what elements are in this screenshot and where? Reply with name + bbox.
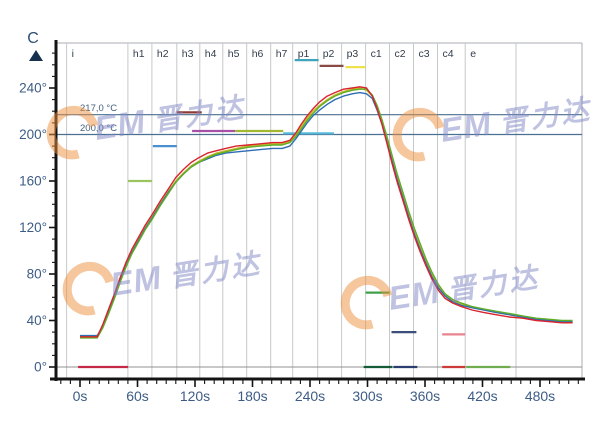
x-tick-label: 420s	[467, 388, 497, 404]
reference-line-label: 200,0 °C	[80, 123, 117, 134]
zone-label-h7: h7	[276, 48, 288, 60]
reference-line-label: 217,0 °C	[80, 103, 117, 114]
zone-label-p2: p2	[323, 48, 335, 60]
y-tick-label: 200°	[19, 127, 47, 142]
axes	[50, 40, 585, 381]
y-tick-label: 40°	[27, 313, 47, 328]
axis-marker-triangle	[29, 50, 43, 61]
plot-border	[57, 42, 583, 378]
x-tick-label: 240s	[295, 388, 325, 404]
x-tick-label: 180s	[237, 388, 267, 404]
zone-label-h4: h4	[205, 48, 217, 60]
y-tick-label: 160°	[19, 174, 47, 189]
zone-label-p1: p1	[298, 48, 310, 60]
y-tick-label: 0°	[34, 360, 47, 375]
curve-red	[80, 86, 573, 338]
zone-label-h6: h6	[252, 48, 264, 60]
zone-label-c4: c4	[443, 48, 454, 60]
reference-lines: 217,0 °C 200,0 °C	[57, 103, 582, 136]
x-tick-label: 360s	[410, 388, 440, 404]
zone-label-c3: c3	[419, 48, 430, 60]
y-tick-label: 120°	[19, 220, 47, 235]
x-axis-ticks: 0s 60s 120s 180s 240s 300s 360s 420s 480s	[60, 380, 579, 404]
zone-label-i: i	[72, 48, 74, 60]
zone-label-c2: c2	[395, 48, 406, 60]
zone-label-p3: p3	[347, 48, 359, 60]
x-tick-label: 120s	[180, 388, 210, 404]
y-tick-label: 80°	[27, 267, 47, 282]
zone-label-c1: c1	[371, 48, 382, 60]
zone-label-h1: h1	[133, 48, 145, 60]
curve-blue	[80, 91, 573, 337]
x-tick-label: 300s	[352, 388, 382, 404]
x-tick-label: 0s	[73, 388, 88, 404]
zone-gridlines	[66, 43, 517, 378]
x-tick-label: 60s	[126, 388, 149, 404]
y-tick-label: 240°	[19, 81, 47, 96]
y-axis-unit-label: C	[27, 30, 39, 47]
curve-green	[80, 88, 573, 339]
zone-label-h2: h2	[157, 48, 169, 60]
zone-label-e: e	[470, 48, 476, 60]
setpoint-segments	[78, 58, 511, 369]
zone-labels: i h1 h2 h3 h4 h5 h6 h7 p1 p2 p3 c1 c2 c3 c4 e	[72, 48, 477, 60]
zone-label-h5: h5	[228, 48, 240, 60]
y-axis-ticks: 240° 200° 160° 120° 80° 40° 0°	[19, 52, 55, 375]
zone-label-h3: h3	[182, 48, 194, 60]
temperature-curves	[80, 86, 573, 339]
x-tick-label: 480s	[525, 388, 555, 404]
